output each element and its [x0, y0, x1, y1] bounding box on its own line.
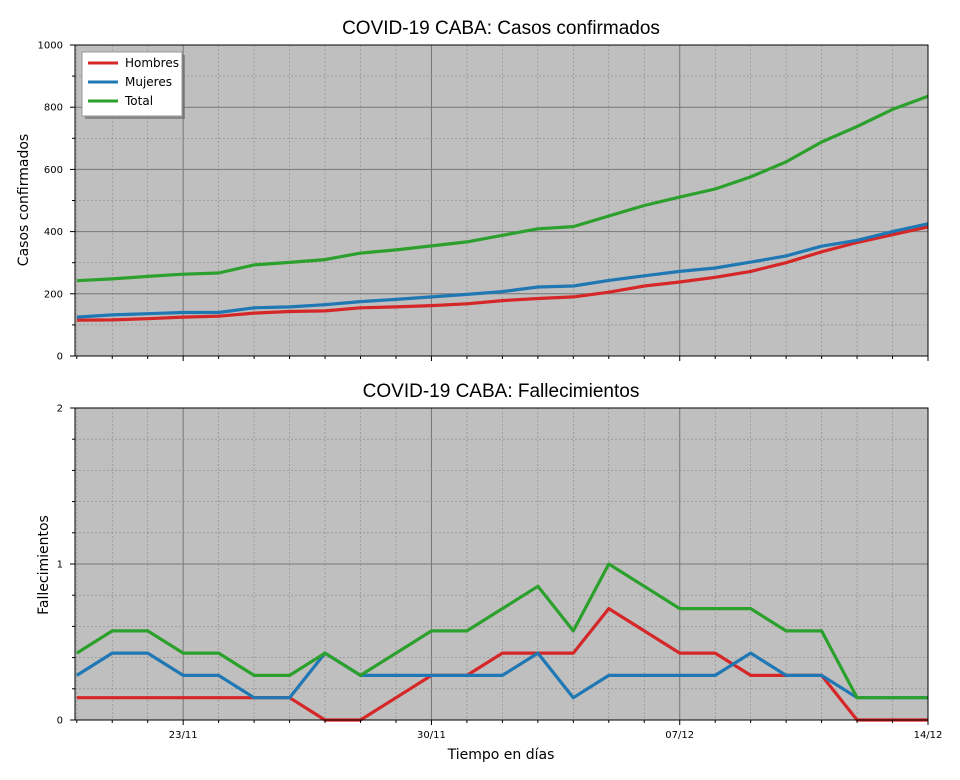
y-tick-label: 800	[44, 103, 63, 114]
x-axis-label: Tiempo en días	[447, 747, 555, 763]
x-tick-label: 14/12	[914, 730, 943, 741]
y-tick-label: 600	[44, 165, 63, 176]
legend-label-hombres: Hombres	[125, 56, 179, 70]
y-ticks-casos: 0 200 400 600 800 1000	[38, 41, 75, 363]
panel-casos: 0 200 400 600 800 1000 COVID-19 CABA: Casos c…	[16, 18, 929, 363]
series-line-total	[75, 562, 928, 700]
x-tick-label: 30/11	[417, 730, 446, 741]
y-tick-label: 0	[57, 352, 63, 363]
series-lines-casos	[76, 94, 929, 322]
series-line-mujeres	[75, 651, 928, 700]
chart-title-fallecimientos: COVID-19 CABA: Fallecimientos	[363, 381, 640, 402]
legend: Hombres Mujeres Total	[81, 51, 185, 119]
series-line-hombres	[76, 225, 929, 322]
x-tick-label: 23/11	[169, 730, 198, 741]
plot-area-casos	[75, 45, 928, 356]
x-ticks-casos	[76, 356, 929, 361]
legend-label-mujeres: Mujeres	[125, 75, 172, 89]
y-tick-label: 1000	[38, 41, 63, 52]
x-tick-label: 07/12	[665, 730, 694, 741]
y-axis-label-fallecimientos: Fallecimientos	[36, 515, 52, 615]
legend-label-total: Total	[124, 94, 153, 108]
x-ticks-fallecimientos: 23/11 30/11 07/12 14/12	[76, 720, 943, 741]
y-tick-label: 0	[57, 716, 63, 727]
series-line-mujeres	[76, 222, 929, 319]
panel-fallecimientos: 0 1 2 23/11 30/11 07/12 14/12 COVID-19 CABA: …	[36, 381, 942, 763]
y-tick-label: 200	[44, 289, 63, 300]
y-tick-label: 2	[57, 404, 63, 415]
chart-title-casos: COVID-19 CABA: Casos confirmados	[342, 18, 660, 39]
y-ticks-fallecimientos: 0 1 2	[57, 404, 75, 727]
y-axis-label-casos: Casos confirmados	[16, 134, 32, 266]
y-tick-label: 400	[44, 227, 63, 238]
series-lines-fallecimientos	[75, 562, 928, 722]
y-tick-label: 1	[57, 560, 63, 571]
series-line-total	[76, 94, 929, 283]
